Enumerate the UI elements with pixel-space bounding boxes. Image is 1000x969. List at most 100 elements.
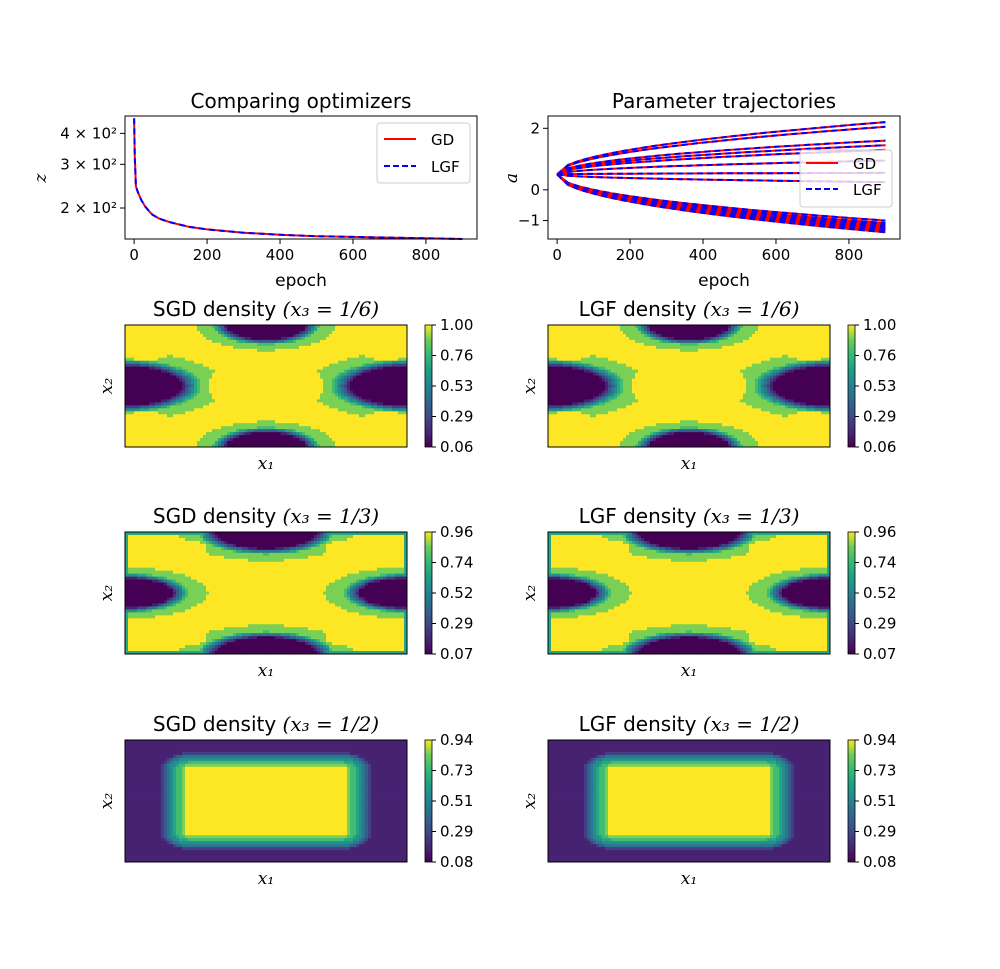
heatmap-cell	[227, 441, 230, 444]
heatmap-cell	[272, 346, 275, 349]
heatmap-cell	[185, 387, 188, 390]
heatmap-cell	[173, 441, 176, 444]
heatmap-cell	[188, 334, 191, 337]
heatmap-cell	[608, 420, 611, 423]
heatmap-cell	[371, 441, 374, 444]
heatmap-cell	[248, 355, 251, 358]
heatmap-cell	[140, 379, 143, 382]
heatmap-cell	[305, 402, 308, 405]
heatmap-cell	[194, 349, 197, 352]
heatmap-cell	[194, 331, 197, 334]
heatmap-cell	[551, 411, 554, 414]
heatmap-cell	[323, 343, 326, 346]
heatmap-cell	[590, 379, 593, 382]
heatmap-cell	[170, 429, 173, 432]
heatmap-cell	[197, 376, 200, 379]
heatmap-cell	[263, 352, 266, 355]
heatmap-cell	[248, 364, 251, 367]
heatmap-cell	[215, 438, 218, 441]
heatmap-cell	[356, 387, 359, 390]
heatmap-cell	[131, 358, 134, 361]
heatmap-cell	[320, 328, 323, 331]
heatmap-cell	[200, 405, 203, 408]
heatmap-cell	[275, 420, 278, 423]
heatmap-cell	[323, 352, 326, 355]
heatmap-cell	[209, 349, 212, 352]
heatmap-cell	[290, 352, 293, 355]
heatmap-cell	[338, 337, 341, 340]
heatmap-cell	[143, 399, 146, 402]
heatmap-cell	[599, 382, 602, 385]
heatmap-cell	[617, 385, 620, 388]
heatmap-cell	[365, 396, 368, 399]
heatmap-cell	[314, 402, 317, 405]
heatmap-cell	[218, 438, 221, 441]
heatmap-cell	[293, 352, 296, 355]
heatmap-cell	[581, 396, 584, 399]
heatmap-cell	[251, 328, 254, 331]
heatmap-cell	[215, 411, 218, 414]
heatmap-cell	[311, 438, 314, 441]
heatmap-cell	[218, 414, 221, 417]
heatmap-cell	[575, 429, 578, 432]
heatmap-cell	[359, 376, 362, 379]
heatmap-cell	[599, 390, 602, 393]
heatmap-cell	[146, 355, 149, 358]
heatmap-cell	[617, 367, 620, 370]
heatmap-cell	[566, 411, 569, 414]
heatmap-cell	[398, 373, 401, 376]
heatmap-cell	[173, 426, 176, 429]
heatmap-cell	[287, 370, 290, 373]
heatmap-cell	[194, 385, 197, 388]
heatmap-cell	[173, 352, 176, 355]
heatmap-cell	[134, 331, 137, 334]
heatmap-cell	[344, 352, 347, 355]
heatmap-cell	[314, 390, 317, 393]
heatmap-cell	[161, 432, 164, 435]
heatmap-cell	[293, 402, 296, 405]
heatmap-cell	[347, 432, 350, 435]
heatmap-cell	[338, 364, 341, 367]
heatmap-cell	[317, 435, 320, 438]
heatmap-cell	[335, 420, 338, 423]
heatmap-cell	[227, 429, 230, 432]
heatmap-cell	[173, 328, 176, 331]
heatmap-cell	[581, 414, 584, 417]
heatmap-cell	[560, 393, 563, 396]
heatmap-cell	[194, 325, 197, 328]
heatmap-cell	[284, 393, 287, 396]
heatmap-cell	[206, 441, 209, 444]
heatmap-cell	[344, 370, 347, 373]
heatmap-cell	[551, 367, 554, 370]
heatmap-cell	[308, 376, 311, 379]
heatmap-cell	[224, 352, 227, 355]
heatmap-cell	[188, 379, 191, 382]
heatmap-cell	[365, 334, 368, 337]
heatmap-cell	[203, 346, 206, 349]
heatmap-cell	[197, 331, 200, 334]
heatmap-cell	[167, 352, 170, 355]
heatmap-cell	[383, 399, 386, 402]
heatmap-cell	[353, 385, 356, 388]
heatmap-cell	[212, 337, 215, 340]
heatmap-cell	[224, 382, 227, 385]
heatmap-cell	[185, 417, 188, 420]
heatmap-cell	[581, 429, 584, 432]
heatmap-cell	[284, 399, 287, 402]
heatmap-cell	[197, 408, 200, 411]
heatmap-cell	[323, 402, 326, 405]
heatmap-cell	[605, 417, 608, 420]
heatmap-cell	[329, 346, 332, 349]
heatmap-cell	[218, 373, 221, 376]
heatmap-cell	[173, 405, 176, 408]
heatmap-cell	[590, 343, 593, 346]
heatmap-cell	[338, 358, 341, 361]
heatmap-cell	[563, 364, 566, 367]
heatmap-cell	[329, 379, 332, 382]
heatmap-cell	[584, 331, 587, 334]
heatmap-cell	[266, 426, 269, 429]
heatmap-cell	[380, 402, 383, 405]
heatmap-cell	[242, 396, 245, 399]
heatmap-cell	[587, 376, 590, 379]
heatmap-cell	[287, 399, 290, 402]
